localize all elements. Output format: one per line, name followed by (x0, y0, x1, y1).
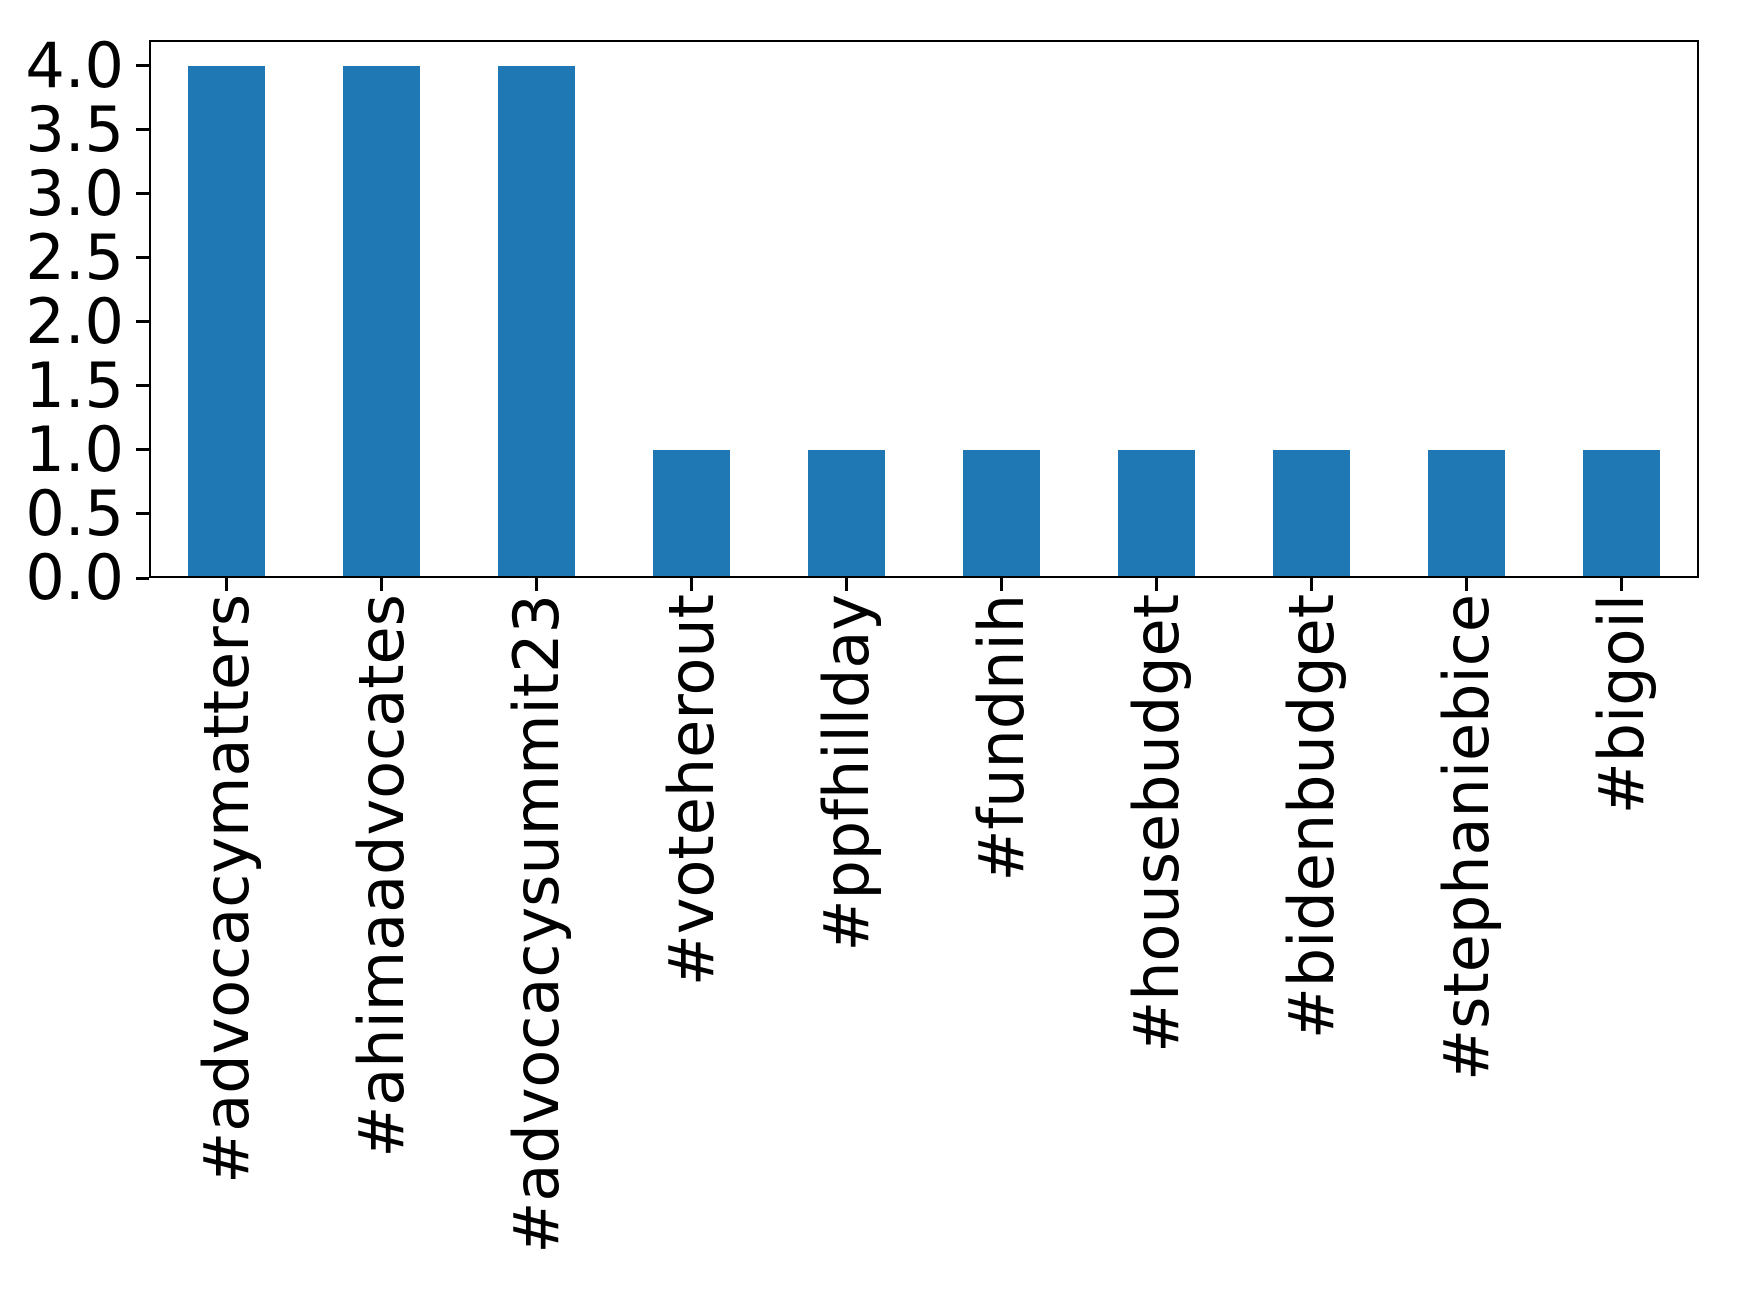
y-axis-tick-label: 2.0 (25, 284, 124, 358)
x-axis-tick-label: #housebudget (1119, 594, 1193, 1053)
y-axis-tick-label: 3.5 (25, 92, 124, 166)
bar (187, 65, 266, 578)
x-axis-tick-label: #bidenbudget (1274, 594, 1348, 1040)
x-axis-tick-label: #advocacymatters (189, 594, 263, 1184)
x-tick-mark (1000, 578, 1003, 591)
y-tick-mark (136, 192, 149, 196)
y-tick-mark (136, 448, 149, 452)
y-tick-mark (136, 128, 149, 132)
y-tick-mark (136, 320, 149, 324)
bar (497, 65, 576, 578)
x-tick-mark (845, 578, 848, 591)
bar (1582, 449, 1661, 578)
bar (962, 449, 1041, 578)
bar (1117, 449, 1196, 578)
bar (342, 65, 421, 578)
bar (1272, 449, 1351, 578)
y-axis-tick-label: 1.5 (25, 348, 124, 422)
x-tick-mark (1465, 578, 1468, 591)
x-axis-tick-label: #fundnih (964, 594, 1038, 882)
x-axis-tick-label: #ahimaadvocates (344, 594, 418, 1158)
x-axis-tick-label: #advocacysummit23 (499, 594, 573, 1254)
y-tick-mark (136, 576, 149, 580)
y-tick-mark (136, 64, 149, 68)
y-tick-mark (136, 512, 149, 516)
x-axis-tick-label: #ppfhillday (809, 594, 883, 952)
x-tick-mark (1310, 578, 1313, 591)
x-axis-tick-label: #voteherout (654, 594, 728, 987)
bar (807, 449, 886, 578)
y-axis-tick-label: 0.5 (25, 476, 124, 550)
y-axis-tick-label: 4.0 (25, 28, 124, 102)
x-tick-mark (690, 578, 693, 591)
y-axis-tick-label: 2.5 (25, 220, 124, 294)
x-axis-tick-label: #stephaniebice (1429, 594, 1503, 1081)
x-tick-mark (1620, 578, 1623, 591)
bar (1427, 449, 1506, 578)
x-axis-tick-label: #bigoil (1584, 594, 1658, 815)
y-tick-mark (136, 256, 149, 260)
y-axis-tick-label: 1.0 (25, 412, 124, 486)
x-tick-mark (1155, 578, 1158, 591)
bar (652, 449, 731, 578)
x-tick-mark (535, 578, 538, 591)
y-axis-tick-label: 3.0 (25, 156, 124, 230)
x-tick-mark (225, 578, 228, 591)
x-tick-mark (380, 578, 383, 591)
y-axis-tick-label: 0.0 (25, 541, 124, 614)
y-tick-mark (136, 384, 149, 388)
